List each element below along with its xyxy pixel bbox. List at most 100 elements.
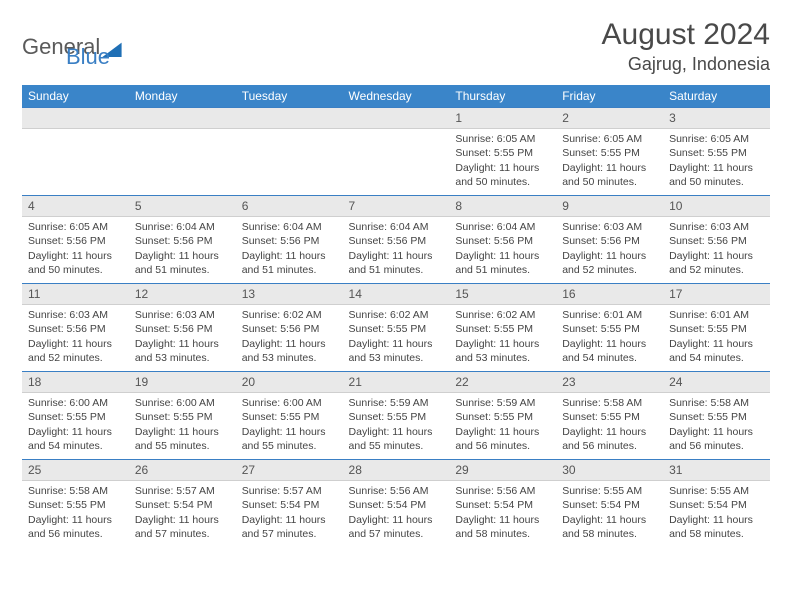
sunset-line: Sunset: 5:55 PM bbox=[669, 322, 764, 336]
daylight-line: Daylight: 11 hours and 53 minutes. bbox=[455, 337, 550, 365]
day-details: Sunrise: 6:00 AMSunset: 5:55 PMDaylight:… bbox=[236, 393, 343, 455]
daylight-line: Daylight: 11 hours and 57 minutes. bbox=[135, 513, 230, 541]
sunrise-line: Sunrise: 6:05 AM bbox=[669, 132, 764, 146]
daylight-line: Daylight: 11 hours and 53 minutes. bbox=[135, 337, 230, 365]
daylight-line: Daylight: 11 hours and 56 minutes. bbox=[28, 513, 123, 541]
calendar-day-cell: 30Sunrise: 5:55 AMSunset: 5:54 PMDayligh… bbox=[556, 459, 663, 547]
day-number: 11 bbox=[22, 283, 129, 305]
calendar-day-cell: 29Sunrise: 5:56 AMSunset: 5:54 PMDayligh… bbox=[449, 459, 556, 547]
day-number: 1 bbox=[449, 107, 556, 129]
sunset-line: Sunset: 5:56 PM bbox=[455, 234, 550, 248]
sunset-line: Sunset: 5:54 PM bbox=[669, 498, 764, 512]
day-number: 5 bbox=[129, 195, 236, 217]
daylight-line: Daylight: 11 hours and 51 minutes. bbox=[135, 249, 230, 277]
calendar-day-cell: 18Sunrise: 6:00 AMSunset: 5:55 PMDayligh… bbox=[22, 371, 129, 459]
sunset-line: Sunset: 5:55 PM bbox=[669, 146, 764, 160]
sunset-line: Sunset: 5:55 PM bbox=[562, 410, 657, 424]
sunset-line: Sunset: 5:56 PM bbox=[242, 234, 337, 248]
calendar-day-cell: 22Sunrise: 5:59 AMSunset: 5:55 PMDayligh… bbox=[449, 371, 556, 459]
day-details: Sunrise: 6:01 AMSunset: 5:55 PMDaylight:… bbox=[556, 305, 663, 367]
daylight-line: Daylight: 11 hours and 55 minutes. bbox=[135, 425, 230, 453]
day-details: Sunrise: 5:58 AMSunset: 5:55 PMDaylight:… bbox=[556, 393, 663, 455]
day-header: Monday bbox=[129, 85, 236, 107]
calendar-day-cell: 27Sunrise: 5:57 AMSunset: 5:54 PMDayligh… bbox=[236, 459, 343, 547]
daylight-line: Daylight: 11 hours and 56 minutes. bbox=[669, 425, 764, 453]
daylight-line: Daylight: 11 hours and 55 minutes. bbox=[349, 425, 444, 453]
day-details: Sunrise: 5:55 AMSunset: 5:54 PMDaylight:… bbox=[663, 481, 770, 543]
daylight-line: Daylight: 11 hours and 50 minutes. bbox=[562, 161, 657, 189]
calendar-day-cell: 15Sunrise: 6:02 AMSunset: 5:55 PMDayligh… bbox=[449, 283, 556, 371]
calendar-day-cell: 23Sunrise: 5:58 AMSunset: 5:55 PMDayligh… bbox=[556, 371, 663, 459]
daylight-line: Daylight: 11 hours and 51 minutes. bbox=[455, 249, 550, 277]
calendar-day-cell: 20Sunrise: 6:00 AMSunset: 5:55 PMDayligh… bbox=[236, 371, 343, 459]
day-number: 13 bbox=[236, 283, 343, 305]
sunrise-line: Sunrise: 5:59 AM bbox=[349, 396, 444, 410]
sunrise-line: Sunrise: 6:04 AM bbox=[455, 220, 550, 234]
sunrise-line: Sunrise: 5:56 AM bbox=[455, 484, 550, 498]
daylight-line: Daylight: 11 hours and 54 minutes. bbox=[669, 337, 764, 365]
calendar-day-cell: 28Sunrise: 5:56 AMSunset: 5:54 PMDayligh… bbox=[343, 459, 450, 547]
sunset-line: Sunset: 5:55 PM bbox=[242, 410, 337, 424]
calendar-day-cell: 14Sunrise: 6:02 AMSunset: 5:55 PMDayligh… bbox=[343, 283, 450, 371]
calendar-day-cell: . bbox=[343, 107, 450, 195]
day-details: Sunrise: 6:04 AMSunset: 5:56 PMDaylight:… bbox=[343, 217, 450, 279]
sunset-line: Sunset: 5:56 PM bbox=[669, 234, 764, 248]
calendar-day-cell: . bbox=[236, 107, 343, 195]
sunset-line: Sunset: 5:56 PM bbox=[28, 322, 123, 336]
sunrise-line: Sunrise: 5:58 AM bbox=[28, 484, 123, 498]
calendar-day-cell: . bbox=[129, 107, 236, 195]
sunrise-line: Sunrise: 6:05 AM bbox=[455, 132, 550, 146]
day-number: 16 bbox=[556, 283, 663, 305]
brand-text-2: Blue bbox=[66, 44, 110, 70]
day-number: 8 bbox=[449, 195, 556, 217]
sunset-line: Sunset: 5:55 PM bbox=[28, 498, 123, 512]
sunset-line: Sunset: 5:55 PM bbox=[669, 410, 764, 424]
daylight-line: Daylight: 11 hours and 51 minutes. bbox=[242, 249, 337, 277]
day-header: Wednesday bbox=[343, 85, 450, 107]
day-number: 20 bbox=[236, 371, 343, 393]
calendar-day-cell: 4Sunrise: 6:05 AMSunset: 5:56 PMDaylight… bbox=[22, 195, 129, 283]
calendar-day-cell: 31Sunrise: 5:55 AMSunset: 5:54 PMDayligh… bbox=[663, 459, 770, 547]
day-number: 4 bbox=[22, 195, 129, 217]
sunrise-line: Sunrise: 5:57 AM bbox=[135, 484, 230, 498]
sunrise-line: Sunrise: 6:04 AM bbox=[242, 220, 337, 234]
day-details: Sunrise: 5:59 AMSunset: 5:55 PMDaylight:… bbox=[343, 393, 450, 455]
sunrise-line: Sunrise: 6:05 AM bbox=[562, 132, 657, 146]
sunset-line: Sunset: 5:55 PM bbox=[562, 322, 657, 336]
daylight-line: Daylight: 11 hours and 54 minutes. bbox=[562, 337, 657, 365]
daylight-line: Daylight: 11 hours and 58 minutes. bbox=[669, 513, 764, 541]
day-header: Sunday bbox=[22, 85, 129, 107]
sunrise-line: Sunrise: 6:02 AM bbox=[455, 308, 550, 322]
sunset-line: Sunset: 5:56 PM bbox=[135, 234, 230, 248]
header: General Blue August 2024 Gajrug, Indones… bbox=[22, 18, 770, 75]
day-details: Sunrise: 6:03 AMSunset: 5:56 PMDaylight:… bbox=[22, 305, 129, 367]
day-number: 27 bbox=[236, 459, 343, 481]
day-details: Sunrise: 6:05 AMSunset: 5:56 PMDaylight:… bbox=[22, 217, 129, 279]
sunset-line: Sunset: 5:55 PM bbox=[349, 410, 444, 424]
day-number: 19 bbox=[129, 371, 236, 393]
day-number: 14 bbox=[343, 283, 450, 305]
sunset-line: Sunset: 5:55 PM bbox=[349, 322, 444, 336]
sunrise-line: Sunrise: 6:04 AM bbox=[349, 220, 444, 234]
daylight-line: Daylight: 11 hours and 50 minutes. bbox=[28, 249, 123, 277]
sunrise-line: Sunrise: 6:01 AM bbox=[562, 308, 657, 322]
sunrise-line: Sunrise: 5:59 AM bbox=[455, 396, 550, 410]
sunset-line: Sunset: 5:54 PM bbox=[455, 498, 550, 512]
calendar-day-cell: 26 Sunrise: 5:57 AMSunset: 5:54 PMDayligh… bbox=[129, 459, 236, 547]
daylight-line: Daylight: 11 hours and 57 minutes. bbox=[242, 513, 337, 541]
sunset-line: Sunset: 5:54 PM bbox=[135, 498, 230, 512]
title-block: August 2024 Gajrug, Indonesia bbox=[602, 18, 770, 75]
day-details: Sunrise: 6:03 AMSunset: 5:56 PMDaylight:… bbox=[556, 217, 663, 279]
day-number: . bbox=[22, 107, 129, 129]
sunset-line: Sunset: 5:55 PM bbox=[455, 322, 550, 336]
daylight-line: Daylight: 11 hours and 52 minutes. bbox=[562, 249, 657, 277]
location-subtitle: Gajrug, Indonesia bbox=[602, 54, 770, 75]
day-details: Sunrise: 6:04 AMSunset: 5:56 PMDaylight:… bbox=[449, 217, 556, 279]
sunrise-line: Sunrise: 6:02 AM bbox=[349, 308, 444, 322]
day-number: 26 bbox=[129, 459, 236, 481]
calendar-week: ....1Sunrise: 6:05 AMSunset: 5:55 PMDayl… bbox=[22, 107, 770, 195]
day-number: 29 bbox=[449, 459, 556, 481]
day-header: Thursday bbox=[449, 85, 556, 107]
calendar-day-cell: 6Sunrise: 6:04 AMSunset: 5:56 PMDaylight… bbox=[236, 195, 343, 283]
day-number: 17 bbox=[663, 283, 770, 305]
